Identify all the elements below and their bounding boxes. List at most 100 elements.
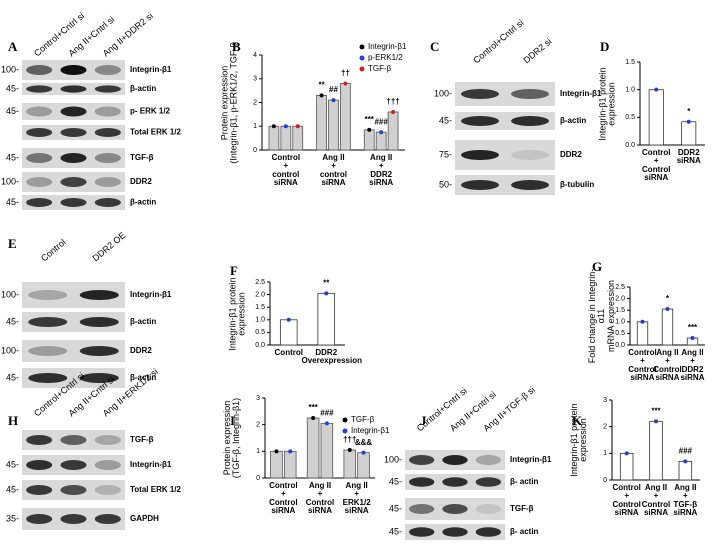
y-tick-label: 2.0: [615, 295, 625, 302]
lane-label: Control: [39, 237, 68, 263]
blot-row-label: TGF-β: [510, 504, 534, 513]
blot-band: [26, 198, 53, 207]
y-tick-label: 0.0: [615, 342, 625, 349]
blot-band: [442, 527, 468, 537]
blot-row-label: Integrin-β1: [130, 290, 172, 299]
significance: ###: [320, 408, 334, 417]
y-tick-label: 1.0: [615, 319, 625, 326]
data-dot: [295, 124, 300, 129]
data-dot: [686, 119, 691, 124]
blot-row-label: β-actin: [130, 317, 156, 326]
size-marker: 45-: [6, 152, 19, 162]
y-tick-label: 1.0: [255, 317, 265, 324]
size-marker: 45-: [6, 197, 19, 207]
panel-letter: D: [600, 39, 609, 54]
y-axis-label: Protein expression (TGF-β, Integrin-β1): [222, 397, 242, 479]
panel-letter: I: [230, 413, 235, 428]
significance: ***: [651, 406, 661, 415]
y-tick-label: 1.5: [615, 307, 625, 314]
bar: [306, 417, 320, 479]
bar: [268, 125, 280, 151]
size-marker: 45-: [439, 115, 452, 125]
blot-band: [475, 455, 502, 465]
blot-row-label: DDR2: [130, 346, 152, 355]
blot-band: [442, 504, 468, 514]
y-tick-label: 3: [603, 397, 607, 404]
y-tick-label: 1: [256, 448, 260, 455]
blot-band: [475, 527, 502, 537]
size-marker: 100-: [1, 289, 19, 299]
blot-row-label: β-actin: [130, 84, 156, 93]
blot-band: [26, 460, 53, 470]
data-dot: [343, 81, 348, 86]
blot-band: [26, 177, 53, 187]
blot-band: [94, 177, 121, 187]
x-tick-label: Ang II + DDR2 siRNA: [369, 153, 394, 188]
y-tick-label: 0.0: [625, 142, 635, 149]
bar: [375, 131, 387, 151]
blot-band: [461, 116, 499, 126]
blot-band: [60, 153, 87, 163]
blot-band: [28, 346, 68, 356]
data-dot: [361, 450, 366, 455]
bar: [328, 99, 339, 151]
blot-band: [94, 435, 121, 445]
blot-band: [79, 346, 119, 356]
size-marker: 100-: [434, 88, 452, 98]
size-marker: 75-: [439, 149, 452, 159]
significance: **: [323, 278, 330, 287]
blot-row-label: Total ERK 1/2: [130, 128, 182, 137]
y-tick-label: 0: [256, 475, 260, 482]
x-tick-label: DDR2 siRNA: [676, 148, 701, 166]
blot-band: [26, 153, 53, 163]
blot-band: [60, 106, 87, 117]
data-dot: [324, 421, 329, 426]
bar: [292, 125, 304, 151]
x-tick-label: Control + Control siRNA: [612, 483, 641, 518]
data-dot: [347, 448, 352, 452]
lane-label: DDR2 si: [521, 36, 553, 65]
y-tick-label: 0: [253, 147, 257, 154]
blot-band: [511, 89, 549, 99]
size-marker: 45-: [6, 83, 19, 93]
size-marker: 50-: [439, 179, 452, 189]
x-tick-label: Control + control siRNA: [271, 153, 301, 188]
legend-marker: [359, 44, 365, 50]
significance: ***: [688, 323, 698, 332]
y-tick-label: 2.5: [255, 279, 265, 286]
bar: [363, 129, 375, 151]
blot-band: [26, 85, 53, 93]
blot-row-label: GAPDH: [130, 514, 159, 523]
panel-letter: B: [232, 39, 241, 54]
significance: *: [687, 107, 691, 116]
x-tick-label: DDR2 Overexpression: [301, 348, 362, 366]
data-dot: [690, 336, 695, 341]
significance: †††: [386, 97, 399, 106]
blot-band: [28, 317, 68, 327]
lane-label: DDR2 OE: [90, 230, 127, 263]
blot-band: [409, 455, 435, 465]
blot-row-label: DDR2: [560, 150, 582, 159]
blot-band: [475, 477, 502, 487]
y-tick-label: 2: [256, 422, 260, 429]
data-dot: [391, 110, 396, 114]
bar: [357, 452, 370, 479]
y-axis-label: Integrin-β1 protein expression: [227, 276, 247, 351]
significance: ##: [329, 85, 338, 94]
y-tick-label: 0.5: [625, 114, 635, 121]
y-tick-label: 1.0: [625, 87, 635, 94]
blot-band: [94, 485, 121, 495]
panel-letter: A: [8, 39, 18, 54]
significance: ###: [374, 117, 388, 126]
blot-band: [60, 128, 87, 137]
data-dot: [367, 127, 372, 132]
y-tick-label: 2.5: [615, 284, 625, 291]
blot-band: [79, 290, 119, 300]
blot-band: [511, 180, 549, 190]
panel-letter: K: [572, 413, 583, 428]
size-marker: 100-: [1, 345, 19, 355]
bar: [340, 83, 351, 151]
blot-band: [26, 485, 53, 495]
